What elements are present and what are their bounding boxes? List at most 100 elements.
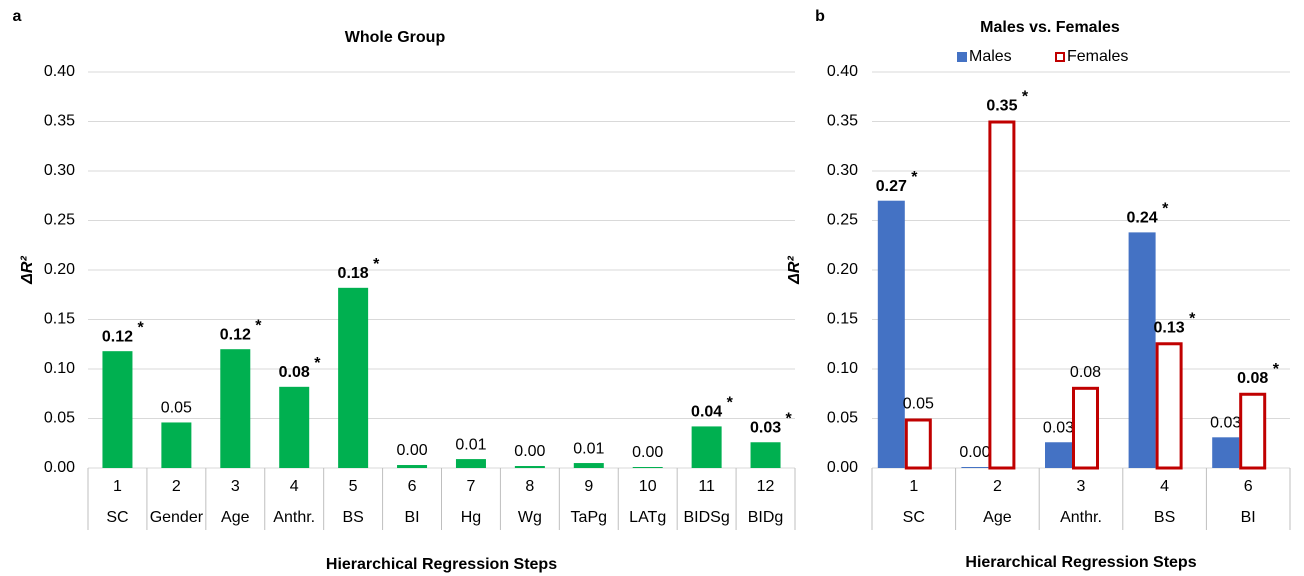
panel-label: a (13, 8, 22, 25)
y-tick-label: 0.10 (827, 360, 858, 377)
bar (1128, 232, 1156, 468)
value-label: 0.00 (959, 444, 990, 461)
y-tick-label: 0.10 (44, 360, 75, 377)
x-category-name: Wg (518, 509, 542, 526)
bar (750, 442, 781, 468)
x-category-name: Age (221, 509, 250, 526)
y-tick-label: 0.20 (827, 261, 858, 278)
significance-mark: * (373, 256, 380, 273)
x-category-name: Gender (150, 509, 204, 526)
bar (220, 349, 251, 468)
value-label: 0.04 (691, 404, 722, 421)
bar (1072, 386, 1099, 470)
x-tick-label: 8 (525, 478, 534, 495)
value-label: 0.24 (1127, 210, 1158, 227)
bar (514, 466, 545, 468)
x-tick-label: 2 (172, 478, 181, 495)
x-axis-label: Hierarchical Regression Steps (965, 554, 1196, 571)
value-label: 0.01 (455, 436, 486, 453)
x-tick-label: 11 (698, 478, 715, 495)
chart-title: Males vs. Females (980, 19, 1120, 36)
bar (691, 426, 722, 468)
y-tick-label: 0.00 (44, 459, 75, 476)
x-tick-label: 3 (231, 478, 240, 495)
value-label: 0.03 (750, 419, 781, 436)
x-tick-label: 5 (349, 478, 358, 495)
significance-mark: * (1022, 89, 1029, 106)
value-label: 0.00 (396, 442, 427, 459)
x-tick-label: 4 (290, 478, 299, 495)
legend-swatch (957, 52, 967, 62)
bar (573, 463, 604, 468)
significance-mark: * (314, 355, 321, 372)
y-tick-label: 0.35 (827, 113, 858, 130)
x-category-name: SC (903, 509, 925, 526)
x-tick-label: 6 (408, 478, 417, 495)
x-category-name: BS (1154, 509, 1175, 526)
x-category-name: TaPg (571, 509, 607, 526)
x-category-name: Anthr. (273, 509, 315, 526)
x-category-name: BI (404, 509, 419, 526)
significance-mark: * (255, 317, 262, 334)
significance-mark: * (911, 169, 918, 186)
x-tick-label: 7 (467, 478, 476, 495)
x-category-name: Anthr. (1060, 509, 1102, 526)
value-label: 0.27 (876, 178, 907, 195)
x-category-name: BI (1241, 509, 1256, 526)
bar (1155, 342, 1183, 470)
significance-mark: * (1273, 361, 1280, 378)
x-tick-label: 10 (639, 478, 657, 495)
x-tick-label: 12 (757, 478, 775, 495)
x-tick-label: 1 (909, 478, 918, 495)
value-label: 0.01 (573, 440, 604, 457)
bar (961, 467, 989, 468)
y-tick-label: 0.25 (44, 212, 75, 229)
bar (338, 287, 369, 468)
bar (632, 467, 663, 468)
bar (1239, 392, 1267, 470)
x-category-name: BIDSg (684, 509, 730, 526)
value-label: 0.13 (1154, 319, 1185, 336)
significance-mark: * (137, 319, 144, 336)
bar (397, 465, 428, 468)
significance-mark: * (1162, 201, 1169, 218)
value-label: 0.12 (220, 326, 251, 343)
y-tick-label: 0.35 (44, 113, 75, 130)
x-category-name: BS (342, 509, 363, 526)
significance-mark: * (786, 410, 793, 427)
x-category-name: Hg (461, 509, 481, 526)
x-tick-label: 9 (584, 478, 593, 495)
x-category-name: BIDg (748, 509, 784, 526)
panel-label: b (815, 8, 825, 25)
value-label: 0.35 (986, 98, 1017, 115)
value-label: 0.05 (903, 396, 934, 413)
x-category-name: LATg (629, 509, 666, 526)
y-tick-label: 0.15 (44, 311, 75, 328)
value-label: 0.08 (1237, 370, 1268, 387)
x-tick-label: 3 (1077, 478, 1086, 495)
x-tick-label: 2 (993, 478, 1002, 495)
x-tick-label: 4 (1160, 478, 1169, 495)
value-label: 0.00 (514, 443, 545, 460)
y-tick-label: 0.30 (44, 162, 75, 179)
value-label: 0.00 (632, 444, 663, 461)
y-tick-label: 0.15 (827, 311, 858, 328)
legend-label: Females (1067, 48, 1128, 65)
x-axis-label: Hierarchical Regression Steps (326, 556, 557, 573)
y-axis-label: ΔR² (786, 256, 803, 285)
legend-swatch (1055, 52, 1065, 62)
y-tick-label: 0.40 (44, 63, 75, 80)
bar (1212, 437, 1240, 468)
bar (279, 386, 310, 468)
value-label: 0.03 (1210, 415, 1241, 432)
bar (904, 418, 932, 470)
x-category-name: Age (983, 509, 1012, 526)
bar (161, 422, 192, 468)
value-label: 0.05 (161, 400, 192, 417)
bar (877, 200, 905, 468)
y-tick-label: 0.30 (827, 162, 858, 179)
bar (1045, 442, 1072, 468)
value-label: 0.03 (1043, 419, 1074, 436)
x-category-name: SC (106, 509, 128, 526)
